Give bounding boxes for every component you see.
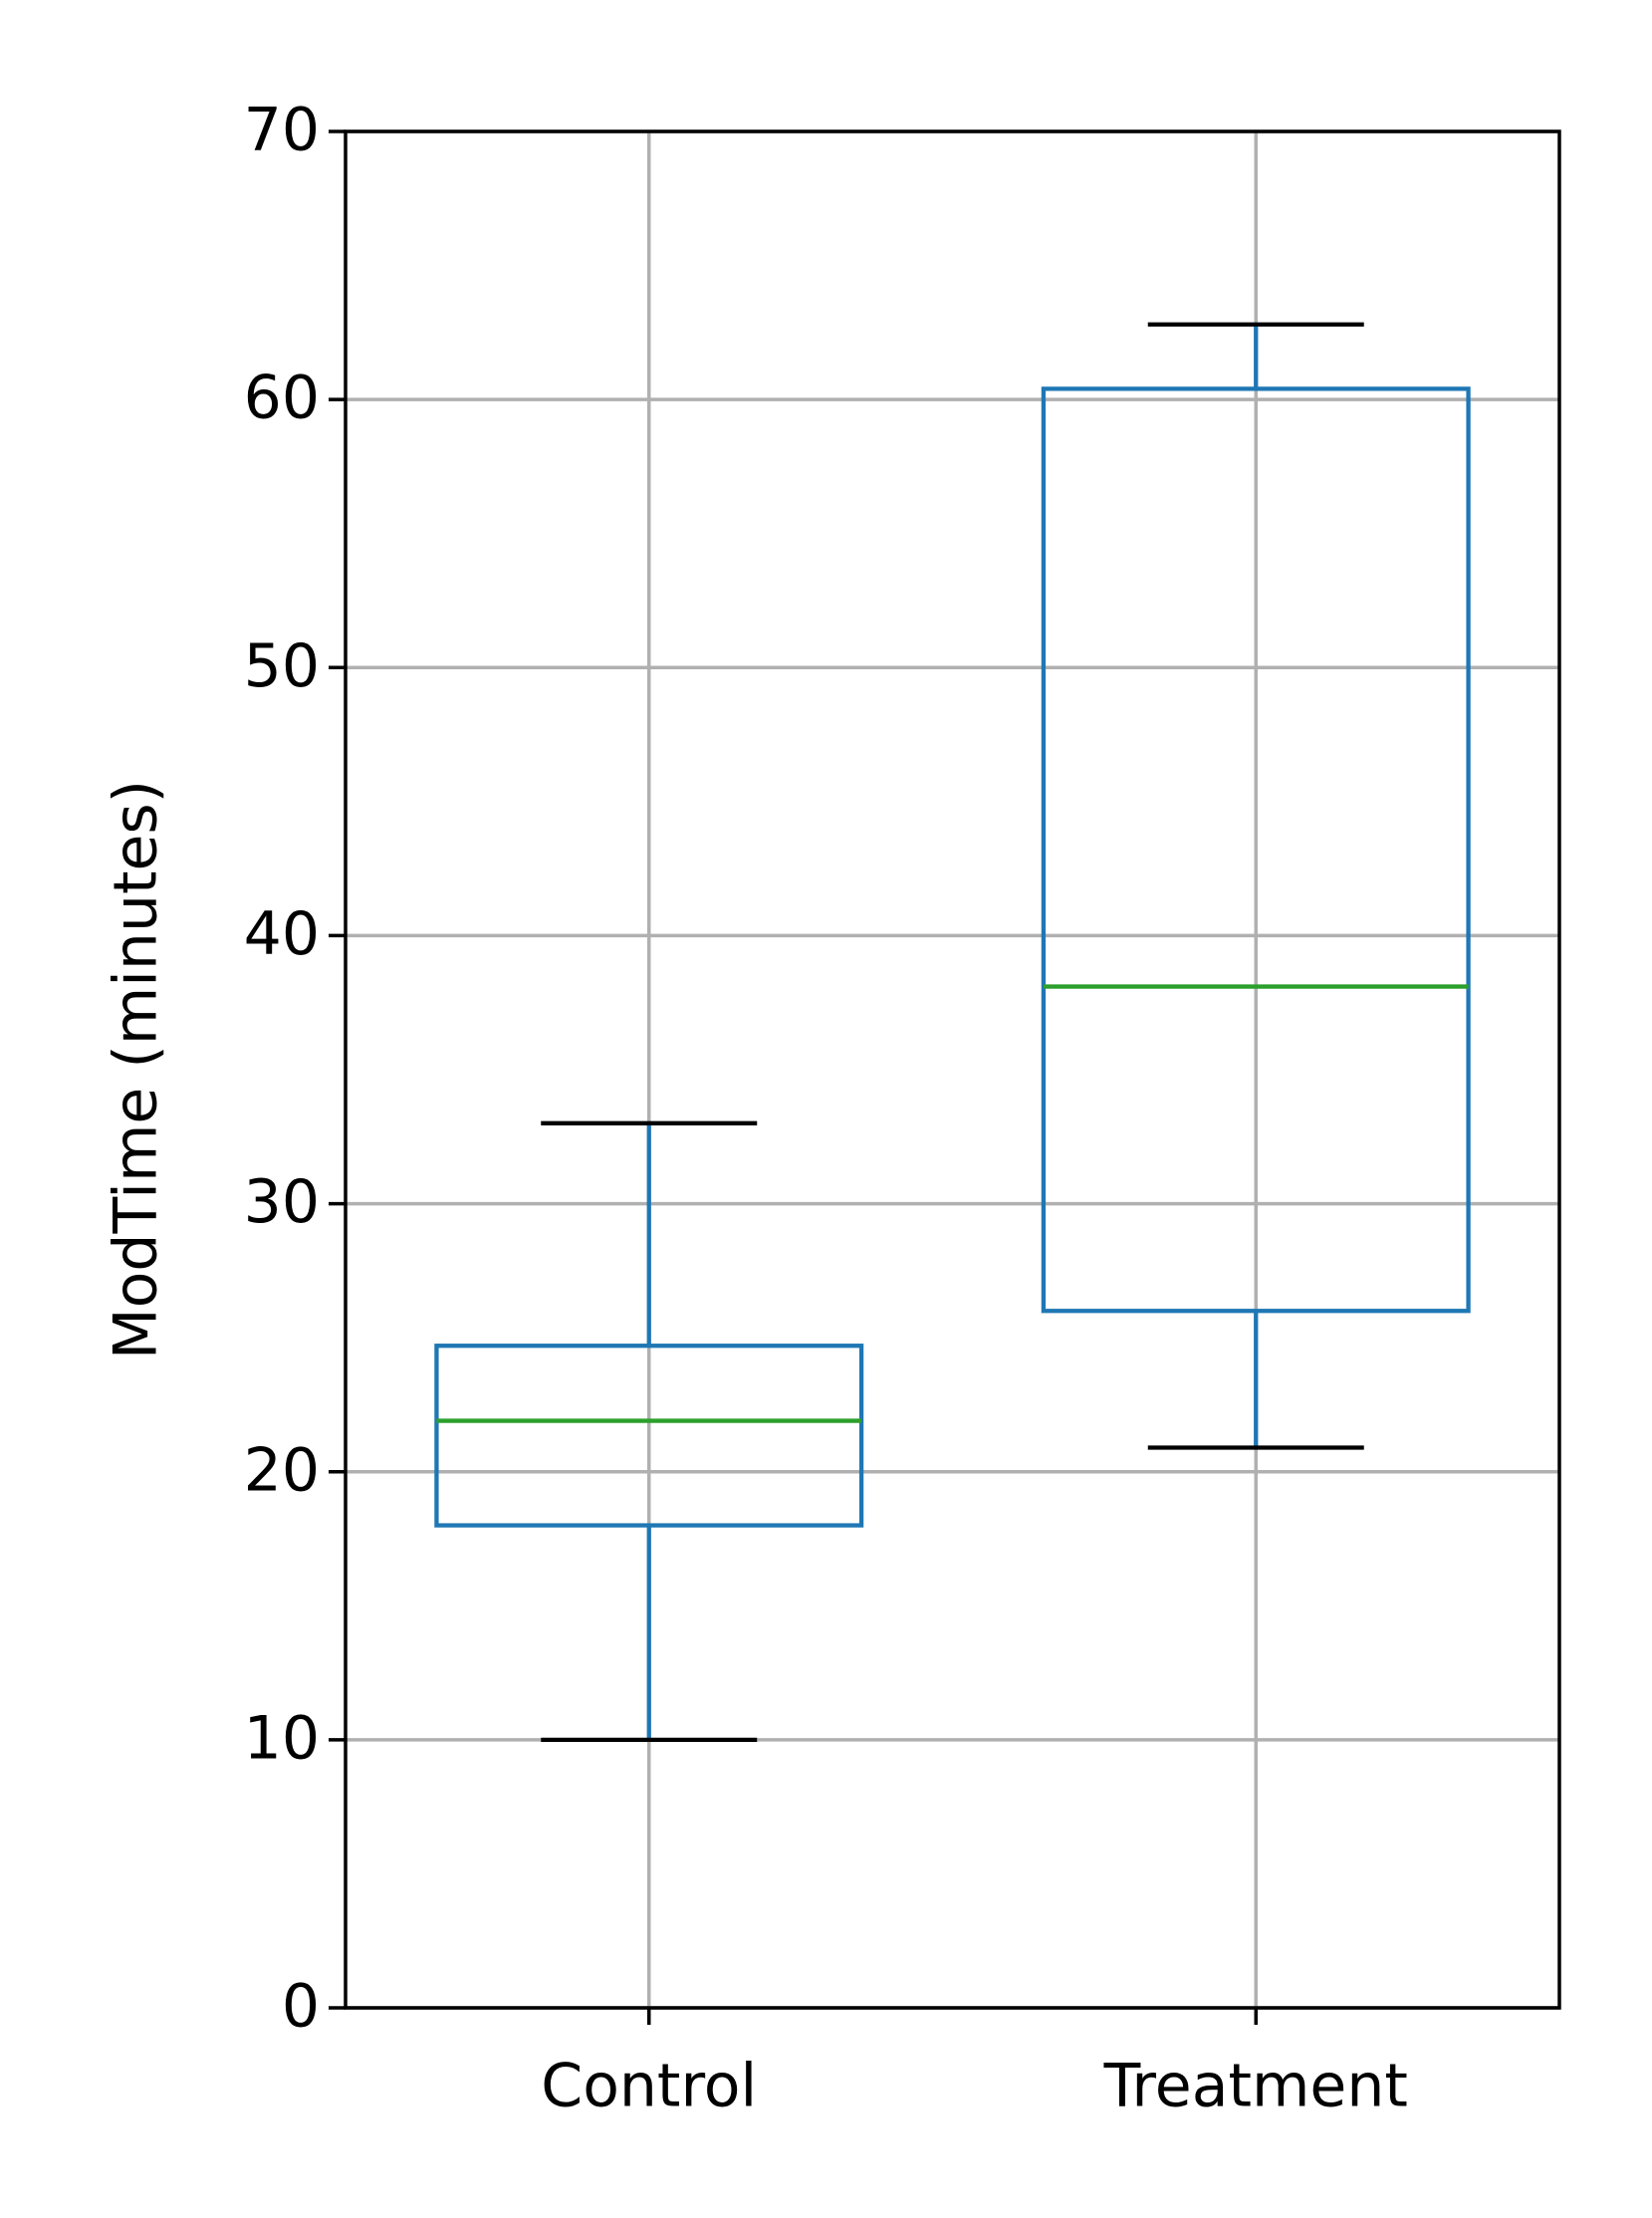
y-tick-label: 60 xyxy=(244,364,320,433)
y-tick-label: 10 xyxy=(244,1703,320,1773)
y-tick-label: 70 xyxy=(244,96,320,165)
y-tick-label: 40 xyxy=(244,899,320,969)
y-tick-label: 30 xyxy=(244,1167,320,1237)
box xyxy=(434,1344,864,1528)
y-tick-label: 20 xyxy=(244,1435,320,1505)
box xyxy=(1041,386,1471,1314)
plot-frame xyxy=(344,129,1561,2010)
x-tick-label: Control xyxy=(541,2052,757,2121)
x-tick-label: Treatment xyxy=(1103,2052,1408,2121)
y-tick-label: 0 xyxy=(282,1972,320,2042)
y-tick-label: 50 xyxy=(244,631,320,701)
y-axis-label: ModTime (minutes) xyxy=(102,780,171,1359)
